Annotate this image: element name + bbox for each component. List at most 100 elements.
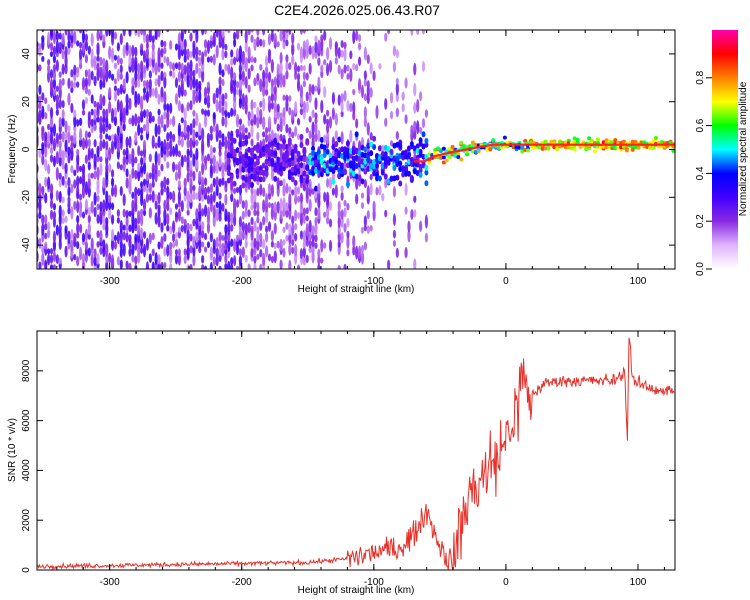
heat-cell	[142, 30, 147, 36]
heat-cell	[47, 142, 51, 149]
heat-cell	[52, 155, 57, 168]
heat-cell	[195, 62, 199, 74]
heat-cell	[250, 64, 254, 72]
heat-cell	[203, 109, 208, 117]
heat-cell	[363, 106, 367, 120]
heat-cell	[526, 148, 531, 153]
heat-cell	[41, 55, 45, 63]
heat-cell	[288, 186, 292, 194]
heat-cell	[195, 93, 199, 104]
heat-cell	[305, 101, 309, 114]
heat-cell	[84, 77, 89, 88]
heat-cell	[352, 101, 356, 115]
heat-cell	[166, 117, 170, 129]
heat-cell	[413, 102, 417, 114]
heat-cell	[294, 223, 298, 231]
heat-cell	[247, 84, 251, 93]
heat-cell	[122, 155, 126, 165]
heat-cell	[592, 149, 597, 154]
heat-cell	[67, 153, 71, 164]
heat-cell	[142, 124, 147, 132]
heat-cell	[110, 228, 115, 242]
heat-cell	[76, 148, 80, 156]
heat-cell	[247, 221, 251, 234]
heat-cell	[186, 102, 190, 112]
heat-cell	[270, 206, 274, 221]
heat-cell	[67, 46, 71, 55]
heat-cell	[183, 64, 187, 76]
heat-cell	[102, 122, 106, 135]
heat-cell	[47, 64, 51, 74]
heat-cell	[215, 99, 219, 112]
heat-cell	[221, 176, 225, 186]
heat-cell	[267, 202, 272, 209]
heat-cell	[174, 231, 179, 239]
heat-cell	[64, 225, 68, 234]
heat-cell	[270, 59, 274, 74]
heat-cell	[58, 32, 62, 40]
heat-cell	[78, 223, 83, 234]
heat-cell	[384, 32, 388, 42]
heat-cell	[174, 203, 179, 210]
heat-cell	[406, 152, 411, 159]
colorbar: 0.00.20.40.60.8 Normalized spectral ampl…	[695, 30, 749, 276]
heat-cell	[416, 30, 420, 35]
heat-cell	[44, 192, 48, 204]
heat-cell	[227, 63, 231, 75]
heat-cell	[337, 240, 341, 248]
heat-cell	[47, 58, 51, 66]
heat-cell	[67, 31, 71, 43]
heat-cell	[270, 230, 274, 242]
heat-cell	[587, 136, 592, 141]
heat-cell	[308, 154, 313, 161]
heat-cell	[366, 93, 370, 105]
heat-cell	[267, 221, 272, 232]
heat-cell	[244, 254, 248, 263]
heat-cell	[134, 233, 138, 244]
heat-cell	[131, 243, 135, 256]
heat-cell	[244, 76, 248, 89]
heat-cell	[299, 230, 304, 240]
heat-cell	[52, 64, 57, 73]
heat-cell	[186, 199, 190, 211]
heat-cell	[209, 232, 213, 243]
heat-cell	[131, 255, 135, 263]
heat-cell	[96, 203, 100, 211]
heat-cell	[192, 40, 196, 50]
heat-cell	[105, 260, 109, 269]
heat-cell	[137, 115, 141, 125]
heat-cell	[238, 255, 243, 267]
heat-cell	[52, 251, 57, 263]
heat-cell	[296, 72, 301, 82]
heat-cell	[201, 221, 205, 231]
heat-cell	[151, 248, 155, 257]
heat-cell	[256, 187, 260, 197]
heat-cell	[279, 143, 284, 150]
heat-cell	[224, 43, 228, 51]
heat-cell	[116, 55, 120, 66]
heat-cell	[96, 30, 100, 42]
heat-cell	[203, 49, 208, 57]
heat-cell	[70, 69, 74, 78]
heat-cell	[128, 30, 132, 37]
heat-cell	[314, 207, 318, 217]
heat-cell	[73, 169, 77, 177]
heat-cell	[267, 48, 272, 58]
heat-cell	[285, 54, 289, 63]
heat-cell	[233, 238, 237, 252]
heat-cell	[241, 246, 245, 259]
heat-cell	[55, 109, 59, 116]
heat-cell	[346, 230, 350, 239]
heat-cell	[128, 173, 132, 187]
heat-cell	[459, 140, 464, 145]
heat-cell	[255, 143, 260, 150]
heat-cell	[221, 78, 225, 87]
heat-cell	[47, 70, 51, 83]
heat-cell	[131, 148, 135, 160]
heat-cell	[58, 146, 62, 159]
heat-cell	[276, 177, 280, 190]
heat-cell	[255, 159, 260, 166]
heat-cell	[337, 94, 341, 106]
heat-cell	[294, 125, 298, 137]
